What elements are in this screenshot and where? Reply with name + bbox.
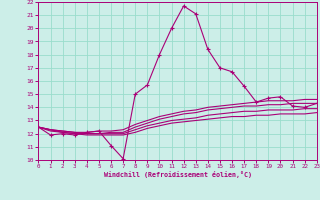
X-axis label: Windchill (Refroidissement éolien,°C): Windchill (Refroidissement éolien,°C)	[104, 171, 252, 178]
